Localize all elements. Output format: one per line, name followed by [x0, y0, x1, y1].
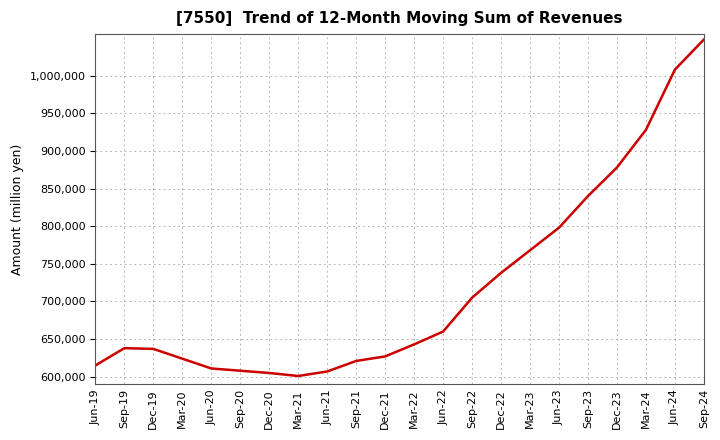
Y-axis label: Amount (million yen): Amount (million yen) [11, 143, 24, 275]
Title: [7550]  Trend of 12-Month Moving Sum of Revenues: [7550] Trend of 12-Month Moving Sum of R… [176, 11, 623, 26]
